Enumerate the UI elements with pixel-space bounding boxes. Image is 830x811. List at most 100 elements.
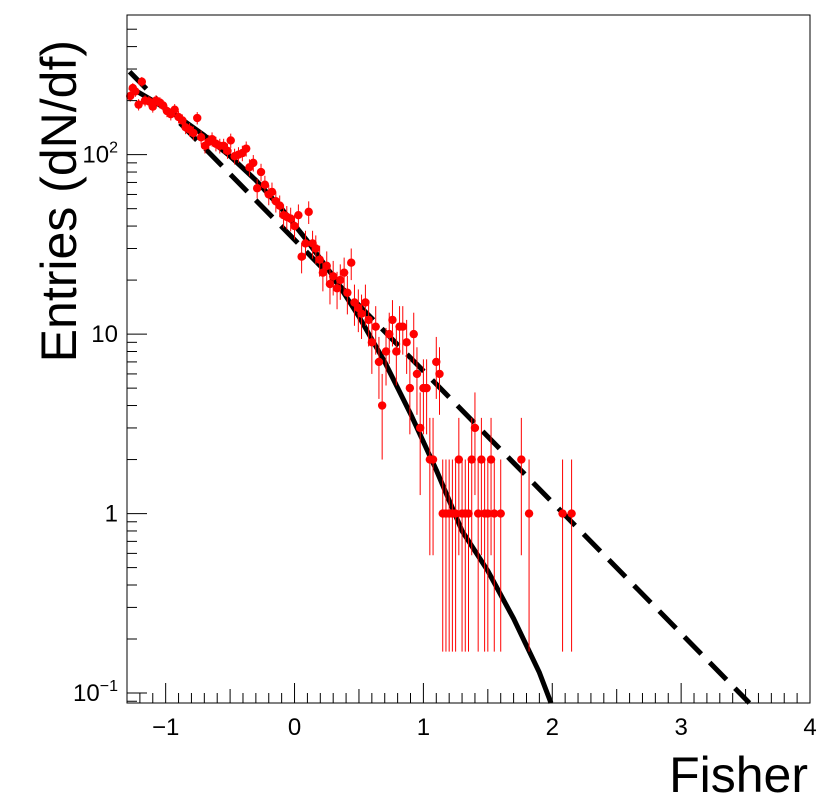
data-point [256,163,266,182]
data-marker [432,357,441,367]
data-point [405,359,415,435]
data-point [318,257,328,292]
data-marker [486,455,496,464]
data-marker [343,288,352,297]
x-tick-label: −1 [152,714,179,741]
data-marker [567,509,576,518]
data-marker [483,509,493,518]
data-marker [290,221,299,231]
data-point [428,417,438,556]
x-tick-label: 2 [546,714,559,741]
data-point [260,175,270,195]
data-marker [318,268,328,277]
data-point [412,347,422,415]
data-marker [249,158,258,168]
data-marker [193,113,202,123]
data-point [402,319,411,374]
data-marker [385,329,394,339]
data-marker [490,509,499,518]
data-point [486,417,496,556]
data-marker [297,252,306,261]
data-point [226,133,235,148]
data-point [381,327,391,386]
data-point [473,459,483,652]
data-marker [252,184,262,193]
data-point [322,251,331,284]
data-marker [226,136,235,145]
data-point [170,104,179,116]
data-marker [428,455,438,464]
x-tick-label: 3 [674,714,687,741]
data-point [343,275,352,315]
data-point [242,141,251,157]
data-point [374,336,384,399]
data-marker [392,347,401,356]
data-marker [189,128,198,138]
data-marker [398,322,407,331]
data-marker [524,509,534,518]
data-point [483,459,493,652]
data-point [131,86,140,97]
data-point [223,143,232,159]
data-point [415,392,425,496]
data-marker [435,369,444,379]
data-marker [422,383,431,393]
y-tick-label: 10−1 [73,678,118,707]
y-tick-label: 102 [82,140,118,169]
data-point [432,336,441,399]
data-marker [361,298,370,307]
data-point [524,459,534,652]
data-marker [301,239,310,248]
data-point [301,230,310,259]
data-point [294,204,303,228]
data-point [297,242,306,274]
data-marker [405,383,415,393]
data-point [454,417,464,556]
plot-frame [126,14,811,704]
data-marker [332,284,342,293]
data-marker [402,338,411,347]
data-point [496,459,505,652]
data-marker [137,77,147,86]
data-point [451,459,460,652]
data-point [249,155,258,172]
data-marker [464,509,473,518]
y-tick-label: 10 [91,321,118,348]
data-point [392,327,401,386]
data-marker [322,261,331,271]
data-marker [275,201,284,210]
x-axis: −1 0 1 2 3 4 [126,683,817,741]
data-point [290,214,299,240]
data-marker [367,338,377,347]
data-point [336,264,345,300]
data-marker [315,255,324,264]
y-tick-exponent: −1 [100,678,118,695]
data-marker [364,315,373,325]
data-marker [558,509,567,518]
data-marker [496,509,505,518]
y-tick-base: 10 [91,321,118,348]
x-tick-label: 1 [417,714,430,741]
data-marker [412,369,422,379]
data-point [134,99,143,111]
data-point [435,347,444,415]
data-point [252,179,262,199]
data-point [517,417,526,556]
data-point [371,306,380,355]
data-point [467,417,476,556]
data-marker [131,87,140,96]
data-marker [339,268,349,277]
data-point [377,373,387,460]
data-marker [454,455,464,464]
data-marker [196,133,206,142]
data-marker [267,187,277,197]
data-marker [470,423,480,433]
data-marker [328,272,338,281]
data-marker [286,214,295,223]
data-marker [134,100,143,109]
data-point [196,130,206,145]
y-tick-label: 1 [105,501,118,528]
data-point [193,112,202,125]
